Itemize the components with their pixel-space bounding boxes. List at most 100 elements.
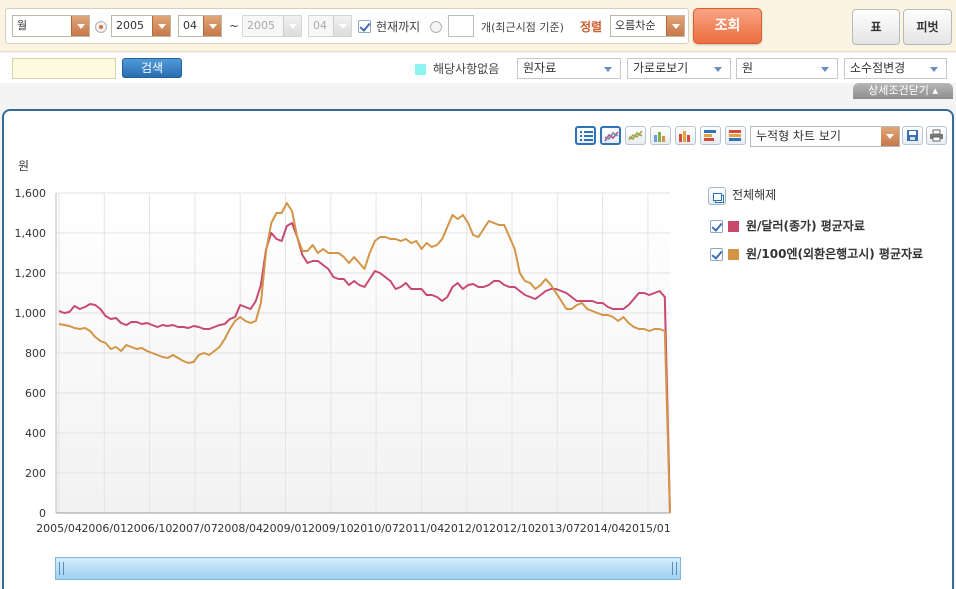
recent-radio[interactable] (430, 21, 442, 33)
start-month-select[interactable]: 04 (178, 15, 222, 37)
pivot-button[interactable]: 피벗 (903, 9, 952, 45)
start-year-value: 2005 (116, 19, 144, 32)
period-type-value: 월 (17, 19, 28, 32)
scrollbar-right-handle[interactable] (672, 562, 677, 575)
range-separator: ~ (229, 19, 240, 33)
option-bar: 검색 해당사항없음 원자료 가로로보기 원 소수점변경 (0, 53, 956, 83)
save-icon[interactable] (902, 126, 923, 145)
clear-all-button[interactable]: 전체해제 (708, 186, 776, 205)
y-tick-label: 1,000 (15, 307, 47, 320)
chart-view-value: 누적형 차트 보기 (756, 129, 841, 143)
horizontal-bar-chart-icon[interactable] (700, 126, 721, 145)
area-chart-icon[interactable] (625, 126, 646, 145)
chevron-down-icon (333, 16, 351, 36)
start-year-select[interactable]: 2005 (111, 15, 171, 37)
grid-lines (55, 192, 670, 514)
view-mode-select[interactable]: 가로로보기 (627, 58, 731, 79)
x-tick-label: 2005/04 (36, 522, 82, 535)
search-button[interactable]: 검색 (122, 58, 182, 78)
y-tick-label: 600 (25, 387, 46, 400)
not-applicable-swatch (415, 64, 426, 75)
until-now-checkbox[interactable] (358, 20, 371, 33)
start-month-value: 04 (183, 19, 197, 32)
y-tick-label: 200 (25, 467, 46, 480)
chevron-down-icon (71, 16, 89, 36)
x-tick-label: 2006/10 (127, 522, 173, 535)
unit-select[interactable]: 원 (736, 58, 838, 79)
chevron-down-icon (203, 16, 221, 36)
legend-swatch-usd (728, 221, 739, 232)
chart-panel: 누적형 차트 보기 원 0 200 400 600 800 1,000 1,200 1,400… (2, 109, 954, 589)
legend-item-jpy[interactable]: 원/100엔(외환은행고시) 평균자료 (710, 245, 923, 262)
list-view-icon[interactable] (575, 126, 596, 145)
legend-swatch-jpy (728, 249, 739, 260)
print-icon[interactable] (926, 126, 947, 145)
x-tick-label: 2012/10 (489, 522, 535, 535)
y-tick-label: 800 (25, 347, 46, 360)
not-applicable-label: 해당사항없음 (433, 62, 500, 76)
recent-count-input[interactable] (448, 15, 474, 37)
recent-count-label: 개(최근시점 기준) (481, 21, 564, 34)
x-tick-label: 2009/01 (263, 522, 309, 535)
x-tick-label: 2012/01 (444, 522, 490, 535)
decimal-select[interactable]: 소수점변경 (844, 58, 947, 79)
y-tick-label: 1,600 (15, 187, 47, 200)
end-year-value: 2005 (247, 19, 275, 32)
series-lines (58, 202, 671, 514)
bar-chart-icon[interactable] (650, 126, 671, 145)
sort-select[interactable]: 오름차순 (610, 15, 685, 37)
x-tick-label: 2013/07 (534, 522, 580, 535)
sort-label: 정렬 (580, 20, 603, 34)
range-radio[interactable] (95, 21, 107, 33)
legend-label-usd: 원/달러(종가) 평균자료 (746, 219, 865, 233)
y-tick-label: 400 (25, 427, 46, 440)
x-tick-label: 2009/10 (308, 522, 354, 535)
multi-window-icon (708, 186, 726, 205)
chart-view-select[interactable]: 누적형 차트 보기 (750, 126, 900, 147)
line-chart-icon[interactable] (600, 126, 621, 145)
data-type-select[interactable]: 원자료 (517, 58, 621, 79)
query-button[interactable]: 조회 (693, 8, 762, 44)
y-tick-label: 1,400 (15, 227, 47, 240)
table-button[interactable]: 표 (852, 9, 900, 45)
x-tick-label: 2008/04 (217, 522, 263, 535)
detail-toggle-label: 상세조건닫기 (868, 84, 929, 97)
horizontal-stacked-bar-icon[interactable] (725, 126, 746, 145)
x-tick-label: 2010/07 (353, 522, 399, 535)
series-line-jpy[interactable] (58, 202, 671, 514)
end-month-value: 04 (313, 19, 327, 32)
legend-label-jpy: 원/100엔(외환은행고시) 평균자료 (746, 247, 924, 261)
x-tick-label: 2011/04 (399, 522, 445, 535)
chevron-down-icon (283, 16, 301, 36)
scrollbar-left-handle[interactable] (59, 562, 64, 575)
line-chart: 0 200 400 600 800 1,000 1,200 1,400 1,600 2005/0… (15, 187, 671, 535)
x-tick-label: 2007/07 (172, 522, 218, 535)
chevron-down-icon (666, 16, 684, 36)
y-axis-ticks: 0 200 400 600 800 1,000 1,200 1,400 1,600 (15, 187, 47, 520)
x-tick-label: 2014/04 (580, 522, 626, 535)
filter-box: 월 2005 04 ~ 2005 04 현재까지 개(최근시점 기준) 정렬 오… (5, 8, 689, 44)
legend-item-usd[interactable]: 원/달러(종가) 평균자료 (710, 217, 865, 234)
end-year-select[interactable]: 2005 (242, 15, 302, 37)
legend-checkbox-usd[interactable] (710, 220, 723, 233)
y-tick-label: 1,200 (15, 267, 47, 280)
x-tick-label: 2006/01 (81, 522, 127, 535)
search-input[interactable] (12, 58, 116, 79)
until-now-label: 현재까지 (376, 20, 421, 34)
y-tick-label: 0 (39, 507, 46, 520)
chevron-down-icon (152, 16, 170, 36)
x-tick-label: 2015/01 (625, 522, 671, 535)
end-month-select[interactable]: 04 (308, 15, 352, 37)
x-axis-ticks: 2005/04 2006/01 2006/10 2007/07 2008/04 2009/… (36, 522, 671, 535)
stacked-bar-chart-icon[interactable] (675, 126, 696, 145)
y-axis-unit-label: 원 (18, 159, 30, 173)
chevron-down-icon (881, 127, 899, 146)
legend-checkbox-jpy[interactable] (710, 248, 723, 261)
sort-value: 오름차순 (615, 19, 656, 32)
clear-all-label: 전체해제 (732, 188, 777, 202)
period-type-select[interactable]: 월 (12, 15, 90, 37)
series-line-usd[interactable] (58, 222, 671, 514)
chart-range-scrollbar[interactable] (55, 557, 681, 580)
detail-toggle-button[interactable]: 상세조건닫기 ▴ (853, 83, 953, 99)
filter-bar: 월 2005 04 ~ 2005 04 현재까지 개(최근시점 기준) 정렬 오… (0, 0, 956, 52)
